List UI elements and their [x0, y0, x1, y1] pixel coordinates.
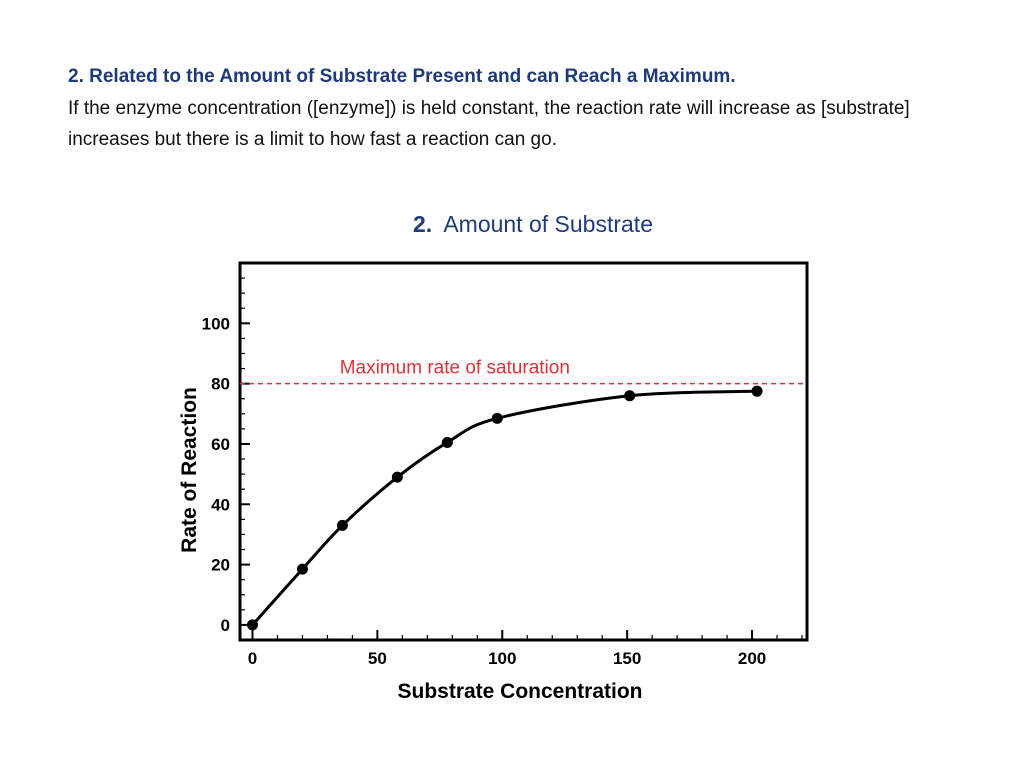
y-tick-label: 80	[211, 375, 230, 394]
y-tick-label: 60	[211, 435, 230, 454]
y-tick-label: 40	[211, 495, 230, 514]
data-point	[296, 563, 308, 575]
minor-ticks	[240, 277, 803, 640]
x-tick-label: 0	[248, 649, 257, 668]
data-point	[336, 519, 348, 531]
data-point	[624, 390, 636, 402]
data-point	[441, 436, 453, 448]
x-tick-label: 150	[613, 649, 641, 668]
x-axis-ticks: 0 50 100 150 200	[248, 630, 766, 668]
plot-frame	[238, 261, 809, 642]
x-axis-label: Substrate Concentration	[397, 680, 642, 703]
data-points	[246, 385, 763, 631]
y-tick-label: 0	[221, 616, 230, 635]
chart-title-text: Amount of Substrate	[443, 211, 653, 237]
chart-title: 2. Amount of Substrate	[413, 211, 653, 237]
y-tick-label: 20	[211, 556, 230, 575]
x-tick-label: 100	[488, 649, 516, 668]
data-point	[751, 385, 763, 397]
slide-body-text: If the enzyme concentration ([enzyme]) i…	[68, 98, 910, 150]
data-point	[246, 619, 258, 631]
y-tick-label: 100	[202, 314, 230, 333]
data-point	[491, 412, 503, 424]
x-tick-label: 200	[738, 649, 766, 668]
y-axis-label: Rate of Reaction	[178, 387, 201, 553]
chart-title-number: 2.	[413, 211, 432, 237]
data-point	[391, 471, 403, 483]
slide-heading: 2. Related to the Amount of Substrate Pr…	[68, 66, 736, 87]
x-tick-label: 50	[368, 649, 387, 668]
series-line	[250, 389, 759, 627]
saturation-label: Maximum rate of saturation	[340, 358, 570, 379]
